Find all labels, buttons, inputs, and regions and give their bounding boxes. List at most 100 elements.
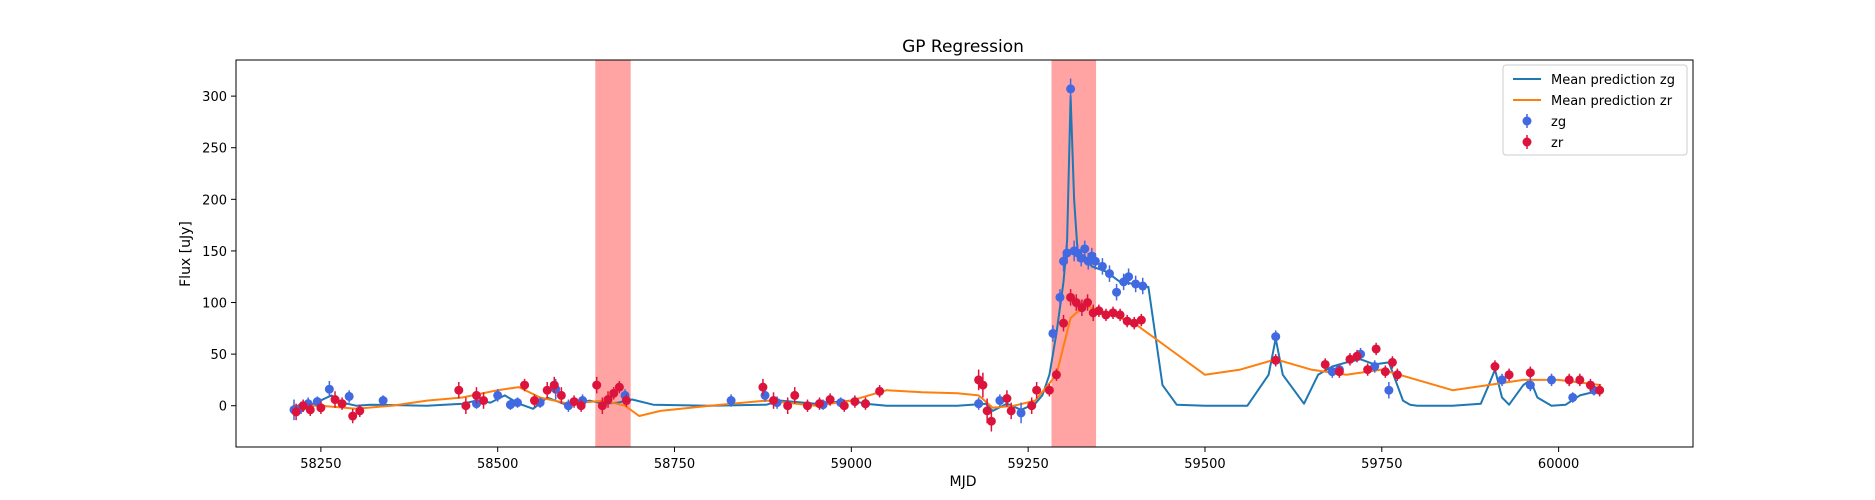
y-tick-label: 150 <box>202 245 227 260</box>
x-tick-label: 59750 <box>1361 457 1402 472</box>
data-point-zr <box>1504 368 1514 381</box>
marker <box>337 399 347 409</box>
data-points <box>289 78 1605 432</box>
marker <box>1564 375 1574 385</box>
data-point-zr <box>1051 368 1061 381</box>
plot-area <box>289 78 1605 432</box>
legend-label: zg <box>1551 115 1566 130</box>
data-point-zr <box>1387 356 1397 369</box>
y-tick-label: 300 <box>202 90 227 105</box>
data-point-zr <box>860 397 870 410</box>
marker <box>1525 380 1535 390</box>
legend: Mean prediction zg Mean prediction zr zg zr <box>1502 64 1688 156</box>
marker <box>1370 362 1380 372</box>
data-point-zr <box>1380 365 1390 378</box>
series-line-mean-prediction-zg <box>292 95 1602 412</box>
data-point-zr <box>1334 365 1344 378</box>
marker <box>986 416 996 426</box>
marker <box>597 401 607 411</box>
marker <box>790 390 800 400</box>
marker <box>758 382 768 392</box>
data-point-zr <box>305 403 315 417</box>
marker <box>1334 367 1344 377</box>
data-point-zr <box>1059 314 1069 332</box>
marker <box>850 397 860 407</box>
marker <box>974 399 984 409</box>
data-point-zr <box>790 387 800 404</box>
marker <box>1384 385 1394 395</box>
data-point-zr <box>597 397 607 414</box>
prediction-lines <box>292 95 1602 417</box>
data-point-zg <box>1112 283 1122 301</box>
x-axis-label: MJD <box>950 474 977 490</box>
marker <box>1131 279 1141 289</box>
legend-entry: zr <box>1522 135 1564 151</box>
marker <box>1059 256 1069 266</box>
marker <box>1006 406 1016 416</box>
marker <box>493 390 503 400</box>
marker <box>1101 310 1111 320</box>
data-point-zg <box>1497 373 1507 387</box>
x-tick-label: 58500 <box>477 457 518 472</box>
marker <box>1051 370 1061 380</box>
data-point-zr <box>461 397 471 414</box>
marker <box>1129 318 1139 328</box>
y-tick-label: 50 <box>210 348 227 363</box>
data-point-zg <box>1327 365 1337 378</box>
marker <box>609 388 619 398</box>
data-point-zr <box>1575 373 1585 387</box>
x-tick-label: 60000 <box>1538 457 1579 472</box>
marker <box>1059 318 1069 328</box>
data-point-zr <box>454 381 464 399</box>
marker <box>726 396 736 406</box>
marker <box>1044 385 1054 395</box>
plot-frame <box>235 59 1694 448</box>
data-point-zr <box>330 391 340 408</box>
data-point-zr <box>1490 360 1500 373</box>
data-point-zr <box>614 380 624 394</box>
data-point-zg <box>1568 392 1578 403</box>
legend-swatch <box>1522 137 1532 147</box>
data-point-zg <box>1055 289 1065 306</box>
legend-entry: Mean prediction zg <box>1513 73 1675 88</box>
marker <box>520 380 530 390</box>
data-point-zr <box>549 376 559 394</box>
marker <box>1108 308 1118 318</box>
data-point-zr <box>1094 304 1104 317</box>
marker <box>1271 332 1281 342</box>
data-point-zr <box>471 387 481 404</box>
data-point-zg <box>1048 325 1058 342</box>
y-tick-label: 250 <box>202 142 227 157</box>
shaded-regions <box>595 60 1097 447</box>
marker <box>603 395 613 405</box>
legend-entry: Mean prediction zr <box>1513 94 1673 109</box>
marker <box>1490 362 1500 372</box>
marker <box>529 396 539 406</box>
data-point-zr <box>1564 373 1574 387</box>
legend-swatch <box>1522 116 1532 126</box>
marker <box>1104 269 1114 279</box>
data-point-zr <box>609 387 619 400</box>
legend-entry: zg <box>1522 114 1566 130</box>
marker <box>614 382 624 392</box>
data-point-zr <box>802 399 812 412</box>
data-point-zg <box>1547 373 1557 387</box>
marker <box>1080 244 1090 254</box>
marker <box>344 391 354 401</box>
data-point-zg <box>1066 78 1076 100</box>
marker <box>769 396 779 406</box>
data-point-zr <box>1115 308 1125 322</box>
marker <box>760 390 770 400</box>
marker <box>471 390 481 400</box>
data-point-zg <box>505 399 515 410</box>
data-point-zg <box>1076 249 1086 267</box>
data-point-zg <box>1131 275 1141 293</box>
marker <box>291 407 301 417</box>
data-point-zg <box>1370 360 1380 373</box>
data-point-zr <box>479 392 489 409</box>
y-tick-label: 100 <box>202 297 227 312</box>
data-point-zr <box>569 395 579 408</box>
marker <box>569 397 579 407</box>
marker <box>298 401 308 411</box>
